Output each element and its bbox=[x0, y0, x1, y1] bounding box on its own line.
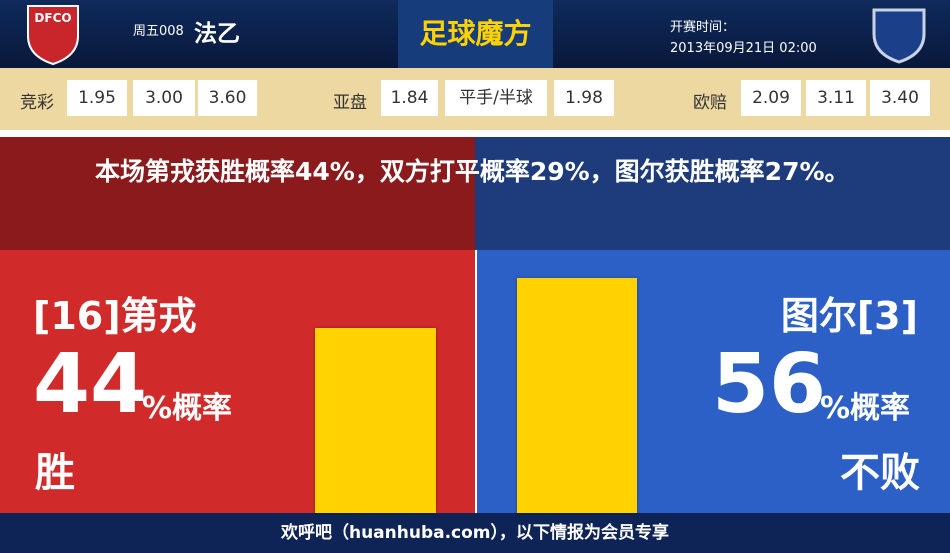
away-outcome: 不败 bbox=[840, 450, 920, 496]
summary-bg-away bbox=[475, 137, 950, 250]
logo-text: DFCO bbox=[34, 11, 71, 25]
home-logo: DFCO bbox=[27, 5, 79, 66]
odds-value: 2.09 bbox=[741, 80, 801, 116]
kickoff-label: 开赛时间： bbox=[670, 20, 736, 35]
match-no: 周五008 bbox=[133, 24, 184, 39]
odds-value: 3.60 bbox=[198, 80, 257, 116]
home-percent: 44 bbox=[33, 337, 148, 432]
home-team: [16]第戎 bbox=[33, 294, 197, 338]
probability-bar bbox=[315, 328, 436, 513]
league: 法乙 bbox=[194, 21, 240, 47]
footer: 欢呼吧（huanhuba.com），以下情报为会员专享 bbox=[0, 513, 950, 553]
header: DFCO 周五008 法乙 足球魔方 开赛时间： 2013年09月21日 02:… bbox=[0, 0, 950, 68]
odds-label: 亚盘 bbox=[333, 93, 367, 113]
odds-value: 3.40 bbox=[870, 80, 930, 116]
away-team: 图尔[3] bbox=[780, 294, 918, 338]
odds-label: 欧赔 bbox=[693, 93, 727, 113]
odds-value: 平手/半球 bbox=[445, 80, 547, 116]
odds-value: 3.11 bbox=[806, 80, 866, 116]
odds-row: 竞彩 1.95 3.00 3.60 亚盘 1.84 平手/半球 1.98 欧赔 2.09 3.11 3… bbox=[0, 68, 950, 130]
odds-value: 3.00 bbox=[133, 80, 195, 116]
summary: 本场第戎获胜概率44%，双方打平概率29%，图尔获胜概率27%。 bbox=[95, 157, 850, 186]
brand: 足球魔方 bbox=[398, 0, 553, 68]
kickoff: 2013年09月21日 02:00 bbox=[670, 41, 817, 56]
away-logo bbox=[872, 8, 926, 64]
home-outcome: 胜 bbox=[35, 450, 75, 496]
odds-label: 竞彩 bbox=[20, 93, 54, 113]
away-percent: 56 bbox=[712, 337, 827, 432]
odds-value: 1.98 bbox=[554, 80, 614, 116]
probability-bar bbox=[517, 277, 637, 513]
summary-bg-home bbox=[0, 137, 475, 250]
odds-value: 1.84 bbox=[381, 80, 438, 116]
home-unit: %概率 bbox=[142, 391, 233, 426]
odds-value: 1.95 bbox=[67, 80, 127, 116]
away-unit: %概率 bbox=[820, 391, 911, 426]
